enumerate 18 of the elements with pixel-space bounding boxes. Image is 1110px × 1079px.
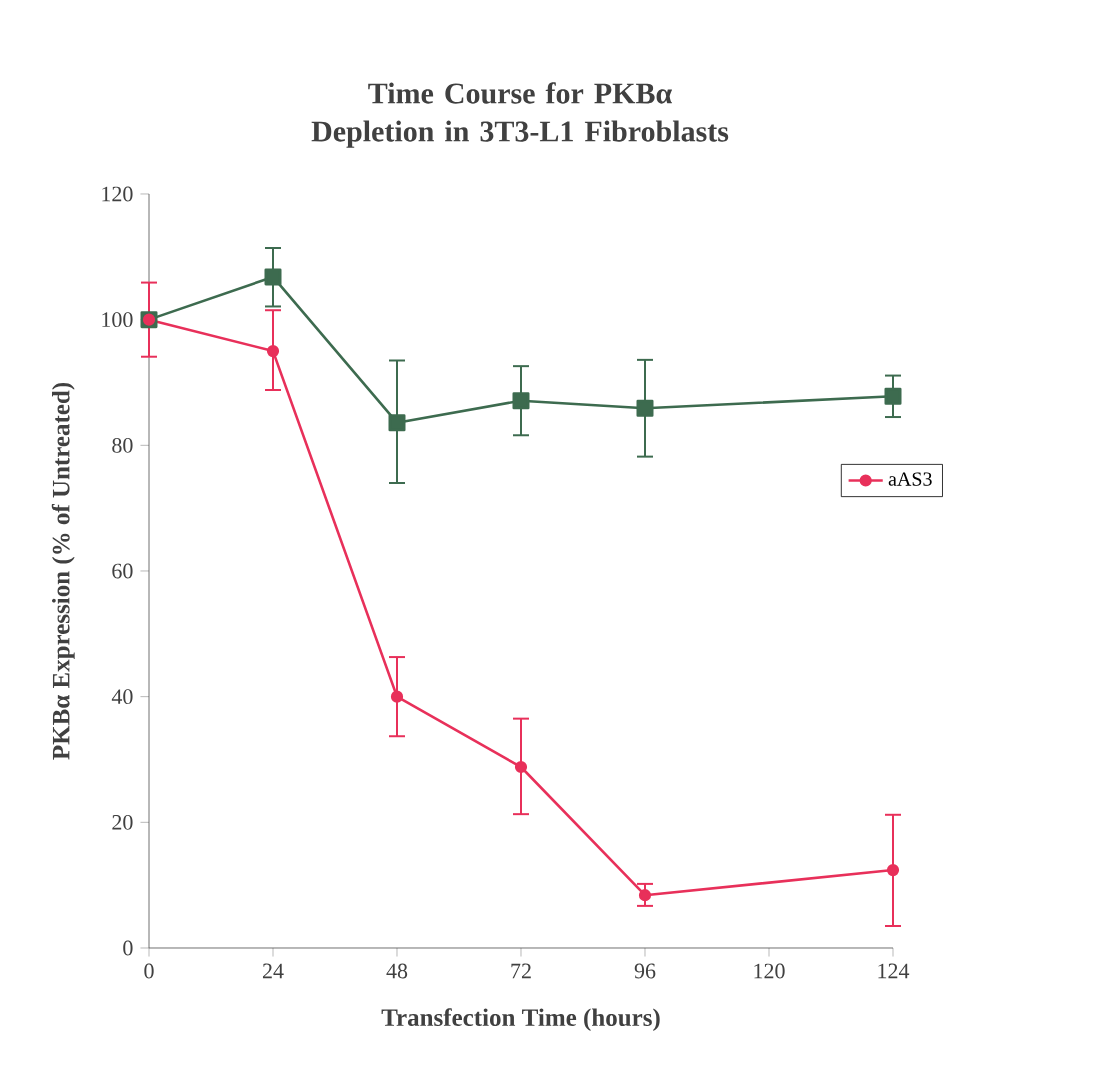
y-tick-label: 80 xyxy=(112,437,133,453)
x-tick-label: 96 xyxy=(634,963,656,979)
y-tick-label: 60 xyxy=(112,563,133,579)
y-tick-label: 0 xyxy=(123,940,133,956)
x-tick-label: 120 xyxy=(754,963,785,979)
y-tick-label: 20 xyxy=(112,814,133,830)
x-tick-label: 124 xyxy=(878,963,910,979)
chart-title: Time Course for PKBα Depletion in 3T3-L1 Fibroblasts xyxy=(311,82,729,148)
x-tick-label: 24 xyxy=(262,963,284,979)
x-tick-label: 0 xyxy=(144,963,154,979)
y-tick-label: 120 xyxy=(102,186,133,202)
x-axis-title: Transfection Time (hours) xyxy=(381,1008,660,1032)
x-tick-label: 48 xyxy=(386,963,408,979)
legend-label: aAS3 xyxy=(888,472,932,486)
y-tick-label: 40 xyxy=(111,689,133,705)
y-axis-title: PKBα Expression (% of Untreated) xyxy=(51,382,75,760)
x-tick-label: 72 xyxy=(511,963,531,979)
y-tick-label: 100 xyxy=(102,312,133,328)
